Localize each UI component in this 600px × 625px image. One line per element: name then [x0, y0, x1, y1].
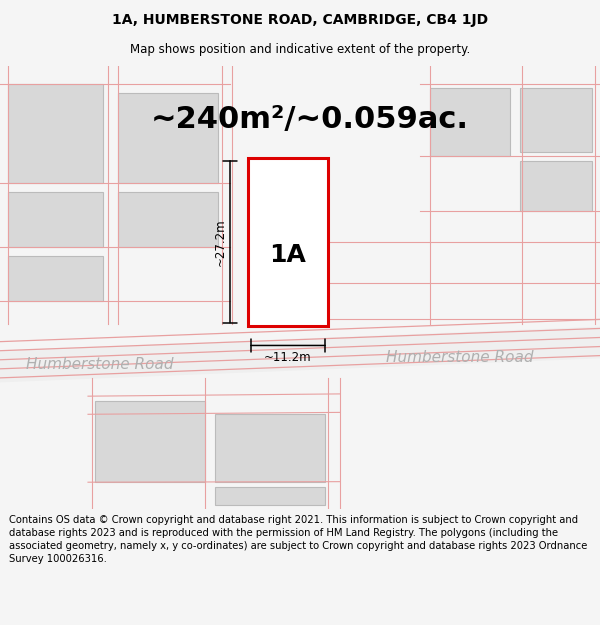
Bar: [8, 192, 103, 247]
Text: Contains OS data © Crown copyright and database right 2021. This information is : Contains OS data © Crown copyright and d…: [9, 515, 587, 564]
Text: Humberstone Road: Humberstone Road: [26, 357, 174, 372]
Text: ~240m²/~0.059ac.: ~240m²/~0.059ac.: [151, 106, 469, 134]
Text: 1A, HUMBERSTONE ROAD, CAMBRIDGE, CB4 1JD: 1A, HUMBERSTONE ROAD, CAMBRIDGE, CB4 1JD: [112, 13, 488, 27]
Bar: [95, 401, 205, 482]
Text: ~11.2m: ~11.2m: [264, 351, 312, 364]
Text: 1A: 1A: [269, 243, 307, 267]
Bar: [215, 414, 325, 482]
Bar: [520, 88, 592, 152]
Text: Humberstone Road: Humberstone Road: [386, 350, 534, 365]
Text: Map shows position and indicative extent of the property.: Map shows position and indicative extent…: [130, 42, 470, 56]
Polygon shape: [0, 326, 600, 382]
Bar: [520, 161, 592, 211]
Bar: [215, 487, 325, 505]
Bar: [8, 256, 103, 301]
Bar: [8, 84, 103, 183]
Bar: [118, 192, 218, 247]
Text: ~27.2m: ~27.2m: [214, 218, 227, 266]
Bar: [118, 92, 218, 183]
Bar: [248, 158, 328, 326]
Bar: [430, 88, 510, 156]
